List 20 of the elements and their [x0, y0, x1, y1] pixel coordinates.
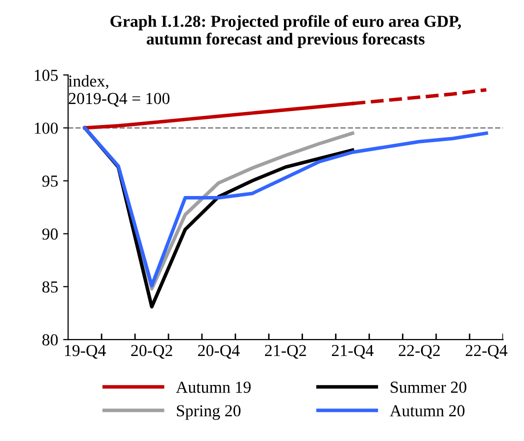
legend-label: Autumn 19 — [176, 382, 251, 393]
y-tick-label: 90 — [42, 228, 58, 240]
y-tick-label: 95 — [42, 176, 58, 187]
x-tick-label: 21-Q2 — [265, 344, 306, 359]
x-tick-label: 19-Q4 — [65, 344, 106, 359]
legend-label: Summer 20 — [390, 382, 466, 393]
y-tick-label: 105 — [34, 70, 58, 81]
x-tick-label: 20-Q4 — [198, 344, 240, 359]
y-tick-label: 80 — [42, 334, 58, 346]
x-tick-label: 22-Q2 — [398, 344, 440, 359]
legend-label: Spring 20 — [176, 405, 241, 420]
x-tick-label: 20-Q2 — [131, 344, 172, 359]
line-series — [83, 126, 488, 288]
legend-label: Autumn 20 — [390, 405, 464, 416]
y-tick-label: 85 — [42, 281, 58, 293]
x-tick-label: 22-Q4 — [466, 344, 508, 359]
x-tick-label: 21-Q4 — [332, 344, 374, 359]
chart-title: Graph I.1.28: Projected profile of euro area GDP, autumn forecast and previous forecasts — [110, 15, 461, 48]
y-tick-label: 100 — [34, 122, 58, 134]
annotation: index, 2019-Q4 = 100 — [68, 74, 170, 107]
